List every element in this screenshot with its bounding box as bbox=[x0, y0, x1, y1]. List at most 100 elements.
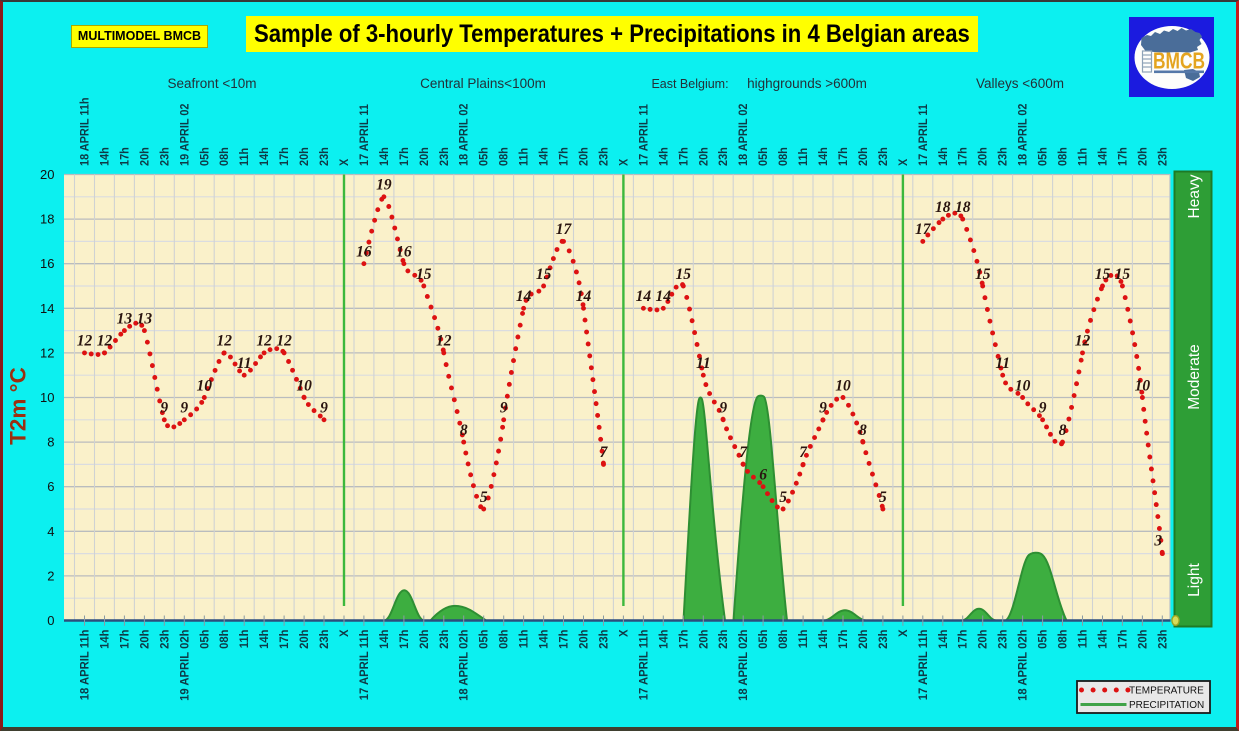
svg-text:23h: 23h bbox=[598, 147, 611, 166]
svg-text:15: 15 bbox=[536, 266, 552, 283]
svg-text:14: 14 bbox=[576, 288, 592, 305]
svg-text:Seafront <10m: Seafront <10m bbox=[168, 76, 257, 91]
svg-text:14h: 14h bbox=[1096, 630, 1109, 649]
svg-text:12: 12 bbox=[436, 333, 452, 350]
svg-text:X: X bbox=[339, 158, 352, 166]
svg-text:17 APRIL 11: 17 APRIL 11 bbox=[917, 104, 930, 166]
svg-text:12: 12 bbox=[77, 333, 93, 350]
svg-text:6: 6 bbox=[759, 467, 767, 484]
svg-text:16: 16 bbox=[356, 244, 372, 261]
svg-text:14h: 14h bbox=[818, 147, 831, 166]
svg-text:05h: 05h bbox=[1037, 147, 1050, 166]
svg-text:9: 9 bbox=[320, 400, 328, 417]
svg-text:20h: 20h bbox=[697, 630, 710, 649]
svg-text:08h: 08h bbox=[497, 630, 510, 649]
svg-text:23h: 23h bbox=[159, 147, 172, 166]
svg-text:17h: 17h bbox=[558, 147, 571, 166]
svg-text:18: 18 bbox=[935, 199, 951, 216]
svg-text:12: 12 bbox=[216, 333, 232, 350]
svg-text:17 APRIL 11h: 17 APRIL 11h bbox=[637, 630, 650, 701]
svg-text:17h: 17h bbox=[957, 147, 970, 166]
svg-text:05h: 05h bbox=[758, 147, 771, 166]
svg-text:19 APRIL 02h: 19 APRIL 02h bbox=[178, 630, 191, 701]
svg-text:23h: 23h bbox=[158, 630, 171, 649]
svg-text:11: 11 bbox=[237, 355, 252, 372]
svg-text:18: 18 bbox=[40, 212, 54, 227]
svg-text:17h: 17h bbox=[398, 630, 411, 649]
svg-text:14h: 14h bbox=[657, 630, 670, 649]
svg-text:14h: 14h bbox=[378, 630, 391, 649]
svg-text:17h: 17h bbox=[838, 147, 851, 166]
svg-text:5: 5 bbox=[879, 489, 887, 506]
svg-text:08h: 08h bbox=[778, 147, 791, 166]
svg-text:18 APRIL 11h: 18 APRIL 11h bbox=[78, 630, 91, 701]
svg-text:20h: 20h bbox=[299, 147, 312, 166]
svg-text:X: X bbox=[338, 629, 351, 637]
svg-text:9: 9 bbox=[819, 400, 827, 417]
svg-text:17h: 17h bbox=[119, 147, 132, 166]
svg-text:14h: 14h bbox=[1097, 147, 1110, 166]
svg-text:9: 9 bbox=[180, 400, 188, 417]
svg-text:PRECIPITATION: PRECIPITATION bbox=[1129, 700, 1204, 711]
svg-text:17h: 17h bbox=[1116, 630, 1129, 649]
svg-text:9: 9 bbox=[500, 400, 508, 417]
svg-text:X: X bbox=[617, 629, 630, 637]
svg-text:20: 20 bbox=[40, 167, 54, 182]
svg-text:17 APRIL 11: 17 APRIL 11 bbox=[358, 104, 371, 166]
svg-text:17h: 17h bbox=[278, 630, 291, 649]
svg-text:17: 17 bbox=[915, 221, 932, 238]
svg-text:8: 8 bbox=[1059, 422, 1067, 439]
svg-text:7: 7 bbox=[799, 444, 808, 461]
svg-text:12: 12 bbox=[40, 345, 54, 360]
svg-text:05h: 05h bbox=[478, 147, 491, 166]
svg-text:18 APRIL 02: 18 APRIL 02 bbox=[1017, 103, 1030, 166]
svg-text:18 APRIL 02: 18 APRIL 02 bbox=[458, 103, 471, 166]
svg-text:11h: 11h bbox=[518, 148, 531, 166]
svg-text:16: 16 bbox=[40, 256, 54, 271]
svg-text:15: 15 bbox=[1115, 266, 1131, 283]
svg-text:20h: 20h bbox=[577, 630, 590, 649]
svg-text:14h: 14h bbox=[258, 630, 271, 649]
svg-text:08h: 08h bbox=[777, 630, 790, 649]
svg-text:08h: 08h bbox=[1057, 147, 1070, 166]
svg-text:17h: 17h bbox=[279, 147, 292, 166]
svg-text:18: 18 bbox=[955, 199, 971, 216]
svg-text:9: 9 bbox=[719, 400, 727, 417]
svg-text:14h: 14h bbox=[817, 630, 830, 649]
svg-text:14h: 14h bbox=[658, 147, 671, 166]
svg-text:20h: 20h bbox=[298, 630, 311, 649]
svg-text:12: 12 bbox=[276, 333, 292, 350]
svg-text:11h: 11h bbox=[1076, 630, 1089, 649]
svg-text:17 APRIL 11h: 17 APRIL 11h bbox=[916, 630, 929, 701]
svg-text:23h: 23h bbox=[997, 147, 1010, 166]
svg-text:11h: 11h bbox=[797, 630, 810, 649]
svg-text:23h: 23h bbox=[996, 630, 1009, 649]
svg-text:13: 13 bbox=[137, 310, 153, 327]
svg-text:20h: 20h bbox=[857, 147, 870, 166]
svg-text:11h: 11h bbox=[239, 148, 252, 166]
svg-text:3: 3 bbox=[1153, 532, 1162, 549]
svg-text:20h: 20h bbox=[418, 147, 431, 166]
svg-text:12: 12 bbox=[256, 333, 272, 350]
svg-text:7: 7 bbox=[739, 444, 748, 461]
svg-text:6: 6 bbox=[47, 479, 54, 494]
svg-text:15: 15 bbox=[1095, 266, 1111, 283]
svg-text:05h: 05h bbox=[477, 630, 490, 649]
svg-text:05h: 05h bbox=[198, 630, 211, 649]
svg-text:11h: 11h bbox=[798, 148, 811, 166]
svg-text:17h: 17h bbox=[118, 630, 131, 649]
svg-text:15: 15 bbox=[676, 266, 692, 283]
svg-text:2: 2 bbox=[47, 568, 54, 583]
svg-text:13: 13 bbox=[117, 310, 133, 327]
svg-text:14: 14 bbox=[40, 301, 54, 316]
svg-text:14: 14 bbox=[656, 288, 672, 305]
svg-text:08h: 08h bbox=[219, 147, 232, 166]
svg-text:8: 8 bbox=[47, 435, 54, 450]
svg-text:5: 5 bbox=[480, 489, 488, 506]
svg-text:10: 10 bbox=[197, 377, 213, 394]
svg-text:5: 5 bbox=[779, 489, 787, 506]
svg-text:20h: 20h bbox=[139, 147, 152, 166]
svg-text:18 APRIL 11h: 18 APRIL 11h bbox=[79, 97, 92, 166]
svg-text:highgrounds >600m: highgrounds >600m bbox=[747, 76, 867, 91]
svg-text:10: 10 bbox=[835, 377, 851, 394]
